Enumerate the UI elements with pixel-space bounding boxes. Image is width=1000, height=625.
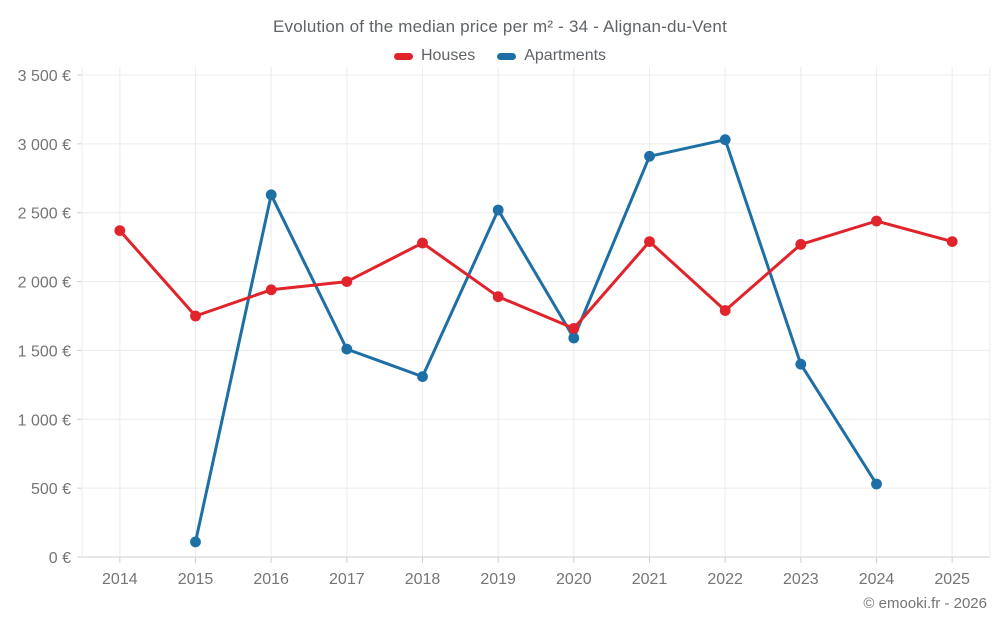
y-axis-label: 3 500 € — [18, 68, 71, 85]
point-apartments-2019[interactable] — [492, 204, 504, 216]
point-houses-2020[interactable] — [568, 323, 580, 334]
legend-item-houses[interactable]: Houses — [393, 47, 476, 65]
series-line-houses — [118, 219, 954, 330]
y-axis-label: 1 000 € — [18, 412, 71, 429]
y-axis-label: 2 000 € — [18, 275, 71, 292]
point-houses-2025[interactable] — [946, 236, 958, 248]
chart-title: Evolution of the median price per m² - 3… — [272, 17, 728, 36]
apartments-legend-label: Apartments — [524, 47, 607, 64]
point-houses-2021[interactable] — [644, 236, 655, 248]
point-houses-2015[interactable] — [190, 310, 201, 322]
point-houses-2019[interactable] — [492, 291, 504, 303]
point-apartments-2020[interactable] — [568, 332, 580, 344]
houses-legend-label: Houses — [420, 47, 476, 64]
legend-item-apartments[interactable]: Apartments — [497, 47, 606, 65]
point-apartments-2022[interactable] — [719, 134, 731, 146]
copyright: © emooki.fr - 2026 — [863, 595, 987, 612]
point-houses-2016[interactable] — [265, 284, 277, 296]
x-axis-label: 2016 — [253, 571, 289, 588]
x-axis-label: 2023 — [783, 571, 819, 588]
x-axis-label: 2019 — [480, 571, 516, 588]
legend: Houses Apartments — [0, 47, 1000, 65]
point-apartments-2021[interactable] — [644, 150, 655, 162]
point-houses-2023[interactable] — [795, 239, 807, 250]
point-apartments-2017[interactable] — [341, 343, 353, 355]
x-axis-label: 2025 — [934, 571, 970, 588]
point-houses-2018[interactable] — [417, 237, 428, 249]
x-axis-label: 2017 — [329, 571, 365, 588]
y-axis-label: 2 500 € — [18, 206, 71, 223]
point-apartments-2015[interactable] — [190, 536, 201, 548]
point-apartments-2018[interactable] — [417, 371, 428, 382]
x-axis-label: 2024 — [859, 571, 895, 588]
x-axis-label: 2022 — [707, 571, 743, 588]
point-houses-2017[interactable] — [341, 276, 353, 287]
y-axis-label: 1 500 € — [18, 343, 71, 360]
point-houses-2024[interactable] — [871, 215, 882, 227]
x-axis-label: 2020 — [556, 571, 592, 588]
y-axis-label: 500 € — [31, 481, 71, 498]
point-apartments-2016[interactable] — [265, 189, 277, 201]
point-houses-2014[interactable] — [114, 225, 126, 237]
point-apartments-2023[interactable] — [795, 358, 807, 370]
houses-legend-swatch — [393, 52, 413, 60]
point-apartments-2024[interactable] — [871, 478, 882, 490]
y-axis-label: 0 € — [49, 550, 71, 567]
series-line-apartments — [194, 138, 878, 544]
x-axis-label: 2021 — [632, 571, 668, 588]
apartments-legend-swatch — [497, 52, 517, 60]
point-houses-2022[interactable] — [719, 305, 731, 316]
x-axis-label: 2015 — [178, 571, 214, 588]
y-axis-label: 3 000 € — [18, 137, 71, 154]
x-axis-label: 2014 — [102, 571, 138, 588]
x-axis-label: 2018 — [405, 571, 441, 588]
